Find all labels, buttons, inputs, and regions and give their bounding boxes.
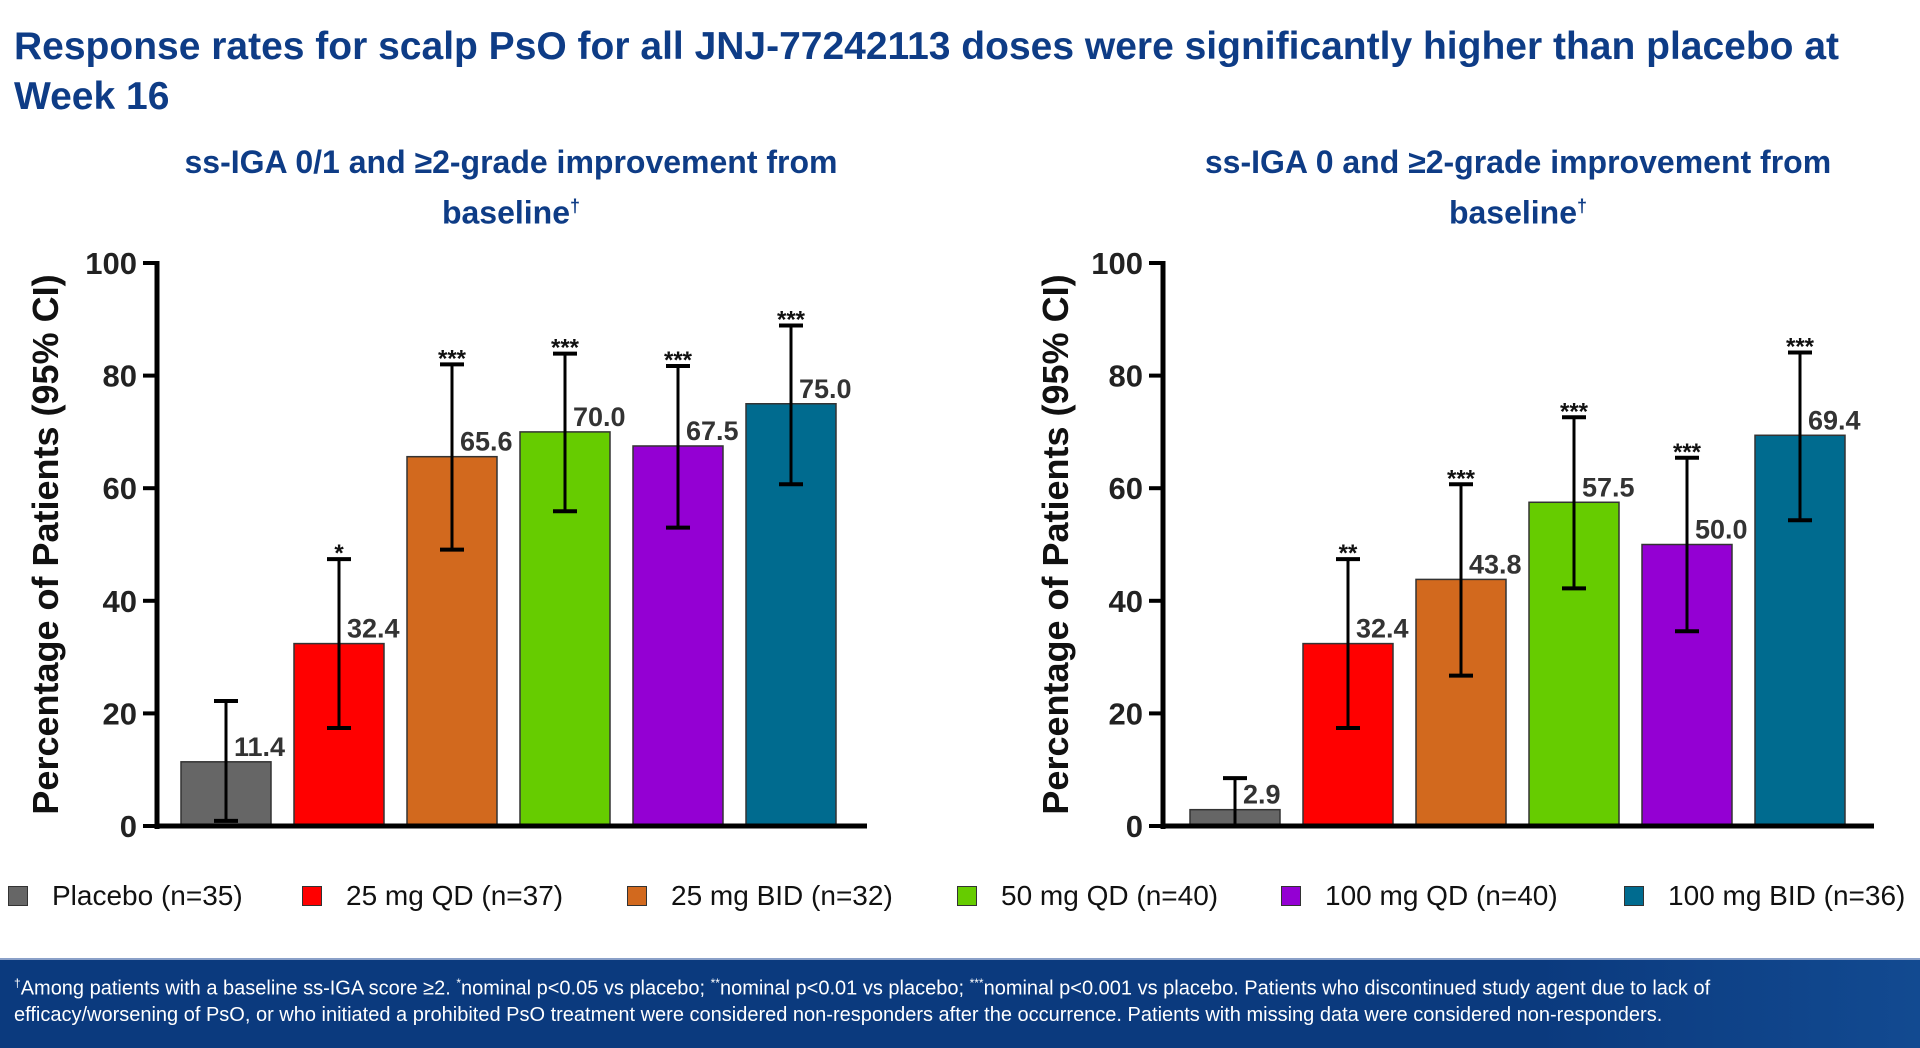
y-tick-label: 20 [1109,696,1143,731]
data-label: 32.4 [347,614,400,644]
chart-right-title-text: ss-IGA 0 and ≥2-grade improvement from b… [1204,144,1832,231]
footnote-part: nominal p<0.05 vs placebo; [461,977,711,1000]
chart-left-title: ss-IGA 0/1 and ≥2-grade improvement from… [161,140,861,235]
y-axis-label: Percentage of Patients (95% CI) [25,274,66,814]
legend-swatch [302,886,322,906]
legend-label: 50 mg QD (n=40) [1001,880,1219,911]
footnote-part: Among patients with a baseline ss-IGA sc… [20,977,457,1000]
bar-charts: Percentage of Patients (95% CI) 0 20 40 60 80… [25,246,1874,844]
slide-title: Response rates for scalp PsO for all JNJ… [14,25,1840,118]
legend-item: 100 mg BID (n=36) [1624,876,1905,916]
chart-right-title: ss-IGA 0 and ≥2-grade improvement from b… [1168,140,1868,235]
footnote-text: †Among patients with a baseline ss-IGA s… [14,970,1874,1028]
legend-item: Placebo (n=35) [8,876,243,916]
legend-label: 25 mg BID (n=32) [671,880,893,911]
significance-marker: *** [1673,439,1702,466]
data-label: 2.9 [1243,780,1281,810]
y-tick-label: 80 [103,359,137,394]
significance-marker: *** [1560,398,1589,425]
y-tick-label: 20 [103,696,137,731]
asterisk-mark: * [456,976,461,990]
y-tick-label: 100 [1091,246,1143,281]
legend-swatch [627,886,647,906]
asterisk-mark: ** [710,976,720,990]
y-tick-label: 60 [103,471,137,506]
legend-swatch [1624,886,1644,906]
asterisk-mark: *** [969,976,984,990]
legend-item: 100 mg QD (n=40) [1281,876,1558,916]
dagger-mark: † [570,196,581,216]
legend: Placebo (n=35) 25 mg QD (n=37) 25 mg BID (… [0,876,1920,916]
y-tick-label: 0 [1126,809,1143,844]
significance-marker: *** [1447,465,1476,492]
legend-swatch [8,886,28,906]
legend-swatch [957,886,977,906]
y-axis-label: Percentage of Patients (95% CI) [1035,274,1076,814]
y-tick-label: 80 [1109,359,1143,394]
significance-marker: *** [1786,334,1815,361]
legend-item: 50 mg QD (n=40) [957,876,1218,916]
data-label: 70.0 [573,402,626,432]
data-label: 32.4 [1356,614,1409,644]
footnote-part: nominal p<0.001 vs placebo. Patients who… [14,977,1711,1026]
y-tick-label: 40 [1109,584,1143,619]
y-tick-label: 100 [85,246,137,281]
data-label: 75.0 [799,374,852,404]
footnote-band: †Among patients with a baseline ss-IGA s… [0,958,1920,1048]
y-tick-label: 60 [1109,471,1143,506]
legend-swatch [1281,886,1301,906]
significance-marker: *** [664,347,693,374]
legend-label: 100 mg QD (n=40) [1325,880,1558,911]
significance-marker: * [334,540,344,567]
data-label: 65.6 [460,427,513,457]
significance-marker: *** [777,306,806,333]
legend-item: 25 mg BID (n=32) [627,876,893,916]
chart-left-title-text: ss-IGA 0/1 and ≥2-grade improvement from… [184,144,838,231]
data-label: 69.4 [1808,405,1861,435]
footnote-part: nominal p<0.01 vs placebo; [719,977,970,1000]
legend-label: Placebo (n=35) [52,880,243,911]
legend-label: 25 mg QD (n=37) [346,880,564,911]
data-label: 43.8 [1469,549,1522,579]
dagger-mark: † [1577,196,1588,216]
y-tick-label: 40 [103,584,137,619]
significance-marker: ** [1339,540,1358,567]
dagger-mark: † [14,976,21,990]
data-label: 50.0 [1695,515,1748,545]
significance-marker: *** [551,335,580,362]
data-label: 67.5 [686,416,739,446]
data-label: 57.5 [1582,472,1635,502]
data-label: 11.4 [234,732,285,762]
significance-marker: *** [438,345,467,372]
y-tick-label: 0 [120,809,137,844]
legend-item: 25 mg QD (n=37) [302,876,563,916]
legend-label: 100 mg BID (n=36) [1668,880,1906,911]
